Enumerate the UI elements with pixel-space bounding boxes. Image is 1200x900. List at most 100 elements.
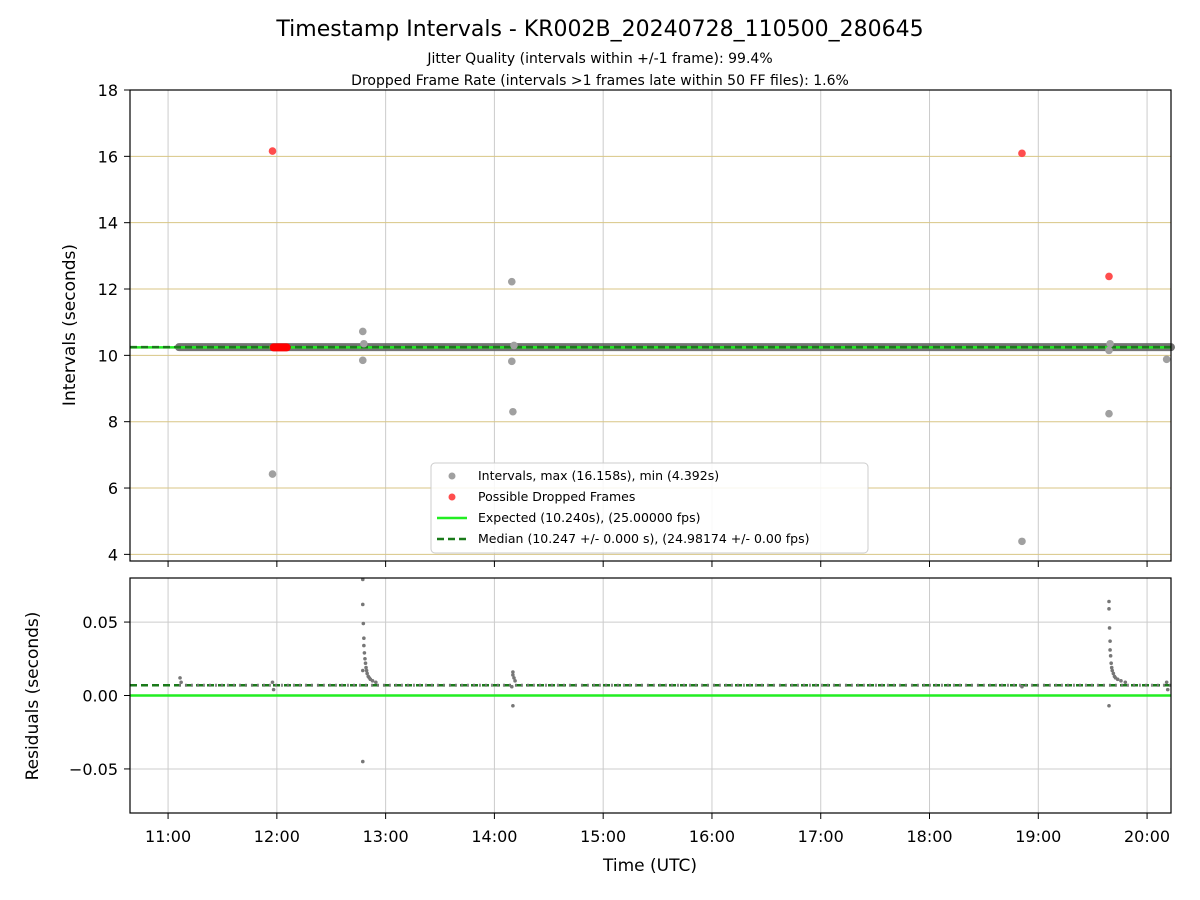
interval-point xyxy=(268,470,277,478)
residual-point xyxy=(374,680,378,685)
residual-point xyxy=(1109,665,1114,670)
residual-point xyxy=(364,668,369,673)
legend-intervals-marker xyxy=(448,472,456,480)
interval-point xyxy=(1018,537,1026,546)
residual-point xyxy=(1165,687,1170,692)
residual-point xyxy=(360,668,365,673)
intervals-y-tick-label: 4 xyxy=(108,545,118,564)
time-x-tick-label: 11:00 xyxy=(145,827,191,846)
residual-point xyxy=(1108,648,1112,652)
residuals-plot: −0.050.000.05 11:00 12:00 13:00 14:00 15:00 1… xyxy=(23,577,1172,876)
residuals-plot-frame xyxy=(129,577,1172,814)
interval-point xyxy=(358,327,367,336)
intervals-y-tick-label: 8 xyxy=(108,413,118,432)
residuals-y-tick-label: 0.00 xyxy=(82,687,118,706)
residual-point xyxy=(179,680,183,685)
residuals-y-tick-label: 0.05 xyxy=(82,613,118,632)
residual-point xyxy=(362,636,366,641)
residual-point xyxy=(512,676,516,680)
residual-point xyxy=(1111,671,1116,676)
residual-point xyxy=(362,643,366,648)
legend-expected-label: Expected (10.240s), (25.00000 fps) xyxy=(478,510,700,525)
residual-point xyxy=(1123,680,1128,685)
intervals-y-tick-label: 18 xyxy=(98,81,118,100)
intervals-y-axis-label: Intervals (seconds) xyxy=(60,244,80,406)
residual-point xyxy=(1119,679,1123,683)
interval-point xyxy=(1105,409,1113,418)
intervals-plot: 4 6 8 10 12 14 16 18 Intervals (seconds) Interv… xyxy=(60,81,1175,567)
chart-title: Timestamp Intervals - KR002B_20240728_11… xyxy=(275,17,923,42)
dropped-frame-rate-subtitle: Dropped Frame Rate (intervals >1 frames … xyxy=(351,73,849,89)
time-x-tick-label: 18:00 xyxy=(906,827,952,846)
intervals-y-tick-label: 10 xyxy=(98,346,118,365)
residuals-reference-lines xyxy=(130,683,1171,697)
residual-point xyxy=(270,680,275,685)
residual-point xyxy=(364,665,368,670)
residual-point xyxy=(1108,654,1113,658)
intervals-y-tick-label: 12 xyxy=(98,280,118,299)
residual-point xyxy=(178,676,182,680)
residual-point xyxy=(360,602,365,607)
residual-point xyxy=(370,679,375,683)
intervals-y-tick-label: 6 xyxy=(108,479,118,498)
interval-point xyxy=(360,339,368,348)
intervals-y-tick-label: 14 xyxy=(98,214,118,233)
residual-point xyxy=(1107,703,1111,708)
dropped-frame-point xyxy=(1105,272,1113,281)
time-x-tick-label: 14:00 xyxy=(471,827,517,846)
time-x-tick-label: 15:00 xyxy=(580,827,626,846)
legend: Intervals, max (16.158s), min (4.392s) P… xyxy=(430,462,869,554)
dropped-frame-point xyxy=(1018,149,1026,158)
x-axis-label: Time (UTC) xyxy=(602,856,697,876)
legend-dropped-marker xyxy=(448,493,456,501)
interval-point xyxy=(1106,339,1114,348)
residual-point xyxy=(1107,626,1112,630)
residual-point xyxy=(513,679,517,683)
time-x-tick-label: 13:00 xyxy=(363,827,409,846)
time-x-tick-label: 20:00 xyxy=(1124,827,1170,846)
residual-point xyxy=(363,656,367,661)
residuals-points xyxy=(178,577,1171,764)
residual-point xyxy=(360,759,365,764)
interval-point xyxy=(358,356,367,365)
residuals-y-axis-label: Residuals (seconds) xyxy=(23,612,43,781)
legend-box xyxy=(430,462,869,554)
residual-point xyxy=(1107,607,1111,611)
residual-point xyxy=(1107,599,1111,604)
interval-point xyxy=(508,357,516,366)
residual-point xyxy=(1110,668,1115,673)
residual-point xyxy=(271,687,276,692)
time-x-tick-label: 17:00 xyxy=(798,827,844,846)
residual-point xyxy=(365,671,369,676)
legend-dropped-label: Possible Dropped Frames xyxy=(478,489,635,504)
residual-point xyxy=(1109,661,1113,665)
residual-point xyxy=(511,673,515,677)
time-x-tick-label: 12:00 xyxy=(254,827,300,846)
dropped-frame-point xyxy=(268,147,277,155)
residual-point xyxy=(511,703,515,708)
residuals-y-ticks: −0.05 0.00 0.05 xyxy=(69,613,130,779)
legend-median-label: Median (10.247 +/- 0.000 s), (24.98174 +… xyxy=(478,531,809,546)
intervals-points xyxy=(268,147,1171,546)
intervals-y-tick-label: 16 xyxy=(98,147,118,166)
residuals-y-tick-label: −0.05 xyxy=(69,760,118,779)
residual-point xyxy=(510,684,514,689)
legend-intervals-label: Intervals, max (16.158s), min (4.392s) xyxy=(478,468,719,483)
residual-point xyxy=(361,621,366,626)
residual-point xyxy=(1108,639,1112,643)
time-x-tick-label: 16:00 xyxy=(689,827,735,846)
jitter-quality-subtitle: Jitter Quality (intervals within +/-1 fr… xyxy=(426,51,772,67)
intervals-grid xyxy=(130,90,1171,561)
residual-point xyxy=(363,661,368,665)
residual-point xyxy=(511,670,515,674)
interval-point xyxy=(510,341,518,350)
intervals-plot-frame xyxy=(129,89,1172,562)
residual-point xyxy=(1115,677,1120,682)
interval-point xyxy=(509,407,517,416)
residual-point xyxy=(1020,684,1024,689)
interval-point xyxy=(1162,355,1171,364)
time-x-ticks: 11:00 12:00 13:00 14:00 15:00 16:00 17:00 18:00… xyxy=(145,813,1170,846)
residual-point xyxy=(1164,680,1169,685)
interval-point xyxy=(508,277,516,286)
